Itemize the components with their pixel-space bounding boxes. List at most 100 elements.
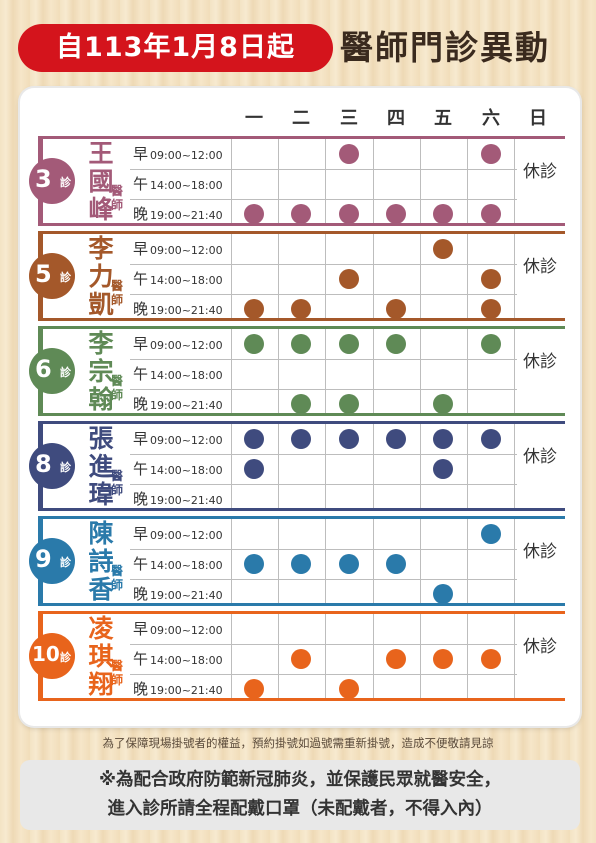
sunday-closed-label: 休診	[523, 637, 557, 657]
grid-column-line	[420, 329, 421, 413]
grid-row-line	[130, 549, 517, 550]
slot-time: 14:00~18:00	[150, 654, 223, 667]
grid-column-line	[278, 139, 279, 223]
doctor-top-border	[38, 136, 565, 139]
grid-column-line	[325, 329, 326, 413]
clinic-session-dot	[433, 649, 453, 669]
weekday-tue: 二	[292, 108, 310, 129]
clinic-session-dot	[481, 144, 501, 164]
time-slot-morning: 早 09:00~12:00	[133, 234, 233, 264]
clinic-session-dot	[244, 299, 264, 319]
grid-column-line	[467, 234, 468, 318]
grid-column-line	[467, 139, 468, 223]
clinic-session-dot	[291, 429, 311, 449]
clinic-session-dot	[244, 334, 264, 354]
clinic-session-dot	[291, 649, 311, 669]
time-slot-afternoon: 午 14:00~18:00	[133, 359, 233, 389]
weekday-thu: 四	[387, 108, 405, 129]
clinic-session-dot	[386, 429, 406, 449]
doctor-name: 張進瑋	[88, 424, 114, 509]
grid-column-line	[231, 614, 232, 698]
doctor-bottom-border	[38, 318, 565, 321]
time-slot-evening: 晚 19:00~21:40	[133, 294, 233, 324]
slot-label: 午	[133, 365, 149, 383]
clinic-session-dot	[291, 554, 311, 574]
slot-label: 晚	[133, 585, 149, 603]
grid-row-line	[130, 169, 517, 170]
time-slot-evening: 晚 19:00~21:40	[133, 579, 233, 609]
room-number: 8	[35, 450, 52, 478]
grid-column-line	[420, 139, 421, 223]
grid-row-line	[130, 579, 517, 580]
grid-row-line	[130, 359, 517, 360]
clinic-session-dot	[481, 524, 501, 544]
clinic-session-dot	[291, 204, 311, 224]
time-slot-afternoon: 午 14:00~18:00	[133, 169, 233, 199]
room-suffix: 診	[60, 366, 71, 379]
clinic-session-dot	[291, 394, 311, 414]
clinic-session-dot	[481, 649, 501, 669]
grid-row-line	[130, 389, 517, 390]
time-slot-evening: 晚 19:00~21:40	[133, 674, 233, 704]
doctor-title: 醫師	[110, 564, 123, 592]
clinic-session-dot	[386, 649, 406, 669]
grid-column-line	[373, 234, 374, 318]
grid-column-line	[373, 139, 374, 223]
room-suffix: 診	[60, 651, 71, 664]
clinic-session-dot	[481, 299, 501, 319]
sunday-closed-label: 休診	[523, 257, 557, 277]
doctor-top-border	[38, 231, 565, 234]
clinic-session-dot	[386, 299, 406, 319]
page-title: 醫師門診異動	[340, 28, 550, 67]
header: 自113年1月8日起 醫師門診異動	[0, 22, 596, 74]
sunday-closed-label: 休診	[523, 542, 557, 562]
doctor-top-border	[38, 516, 565, 519]
grid-column-line	[514, 519, 515, 603]
clinic-session-dot	[339, 204, 359, 224]
slot-label: 晚	[133, 395, 149, 413]
doctor-block: 10 診凌琪翔 醫師早 09:00~12:00 午 14:00~18:00 晚 19:00~2…	[29, 611, 565, 704]
room-number: 5	[35, 260, 52, 288]
slot-time: 19:00~21:40	[150, 304, 223, 317]
doctor-name: 凌琪翔	[88, 614, 114, 699]
grid-row-line	[130, 199, 517, 200]
slot-label: 晚	[133, 490, 149, 508]
time-slot-evening: 晚 19:00~21:40	[133, 484, 233, 514]
clinic-session-dot	[433, 584, 453, 604]
slot-label: 早	[133, 335, 149, 353]
clinic-session-dot	[339, 394, 359, 414]
slot-time: 09:00~12:00	[150, 434, 223, 447]
doctor-name: 王國峰	[88, 139, 114, 224]
slot-label: 午	[133, 555, 149, 573]
slot-label: 早	[133, 240, 149, 258]
grid-column-line	[231, 234, 232, 318]
slot-label: 早	[133, 430, 149, 448]
room-suffix: 診	[60, 271, 71, 284]
clinic-session-dot	[481, 204, 501, 224]
clinic-session-dot	[339, 144, 359, 164]
clinic-session-dot	[244, 459, 264, 479]
grid-column-line	[420, 424, 421, 508]
effective-date-badge: 自113年1月8日起	[18, 24, 333, 72]
grid-row-line	[130, 644, 517, 645]
grid-column-line	[373, 424, 374, 508]
grid-column-line	[514, 329, 515, 413]
doctor-bottom-border	[38, 223, 565, 226]
slot-label: 午	[133, 175, 149, 193]
clinic-session-dot	[386, 204, 406, 224]
doctor-name: 陳詩香	[88, 519, 114, 604]
grid-column-line	[325, 614, 326, 698]
sunday-closed-label: 休診	[523, 162, 557, 182]
grid-column-line	[325, 424, 326, 508]
grid-row-line	[130, 674, 517, 675]
grid-column-line	[420, 519, 421, 603]
time-slot-afternoon: 午 14:00~18:00	[133, 454, 233, 484]
clinic-session-dot	[244, 679, 264, 699]
slot-time: 09:00~12:00	[150, 149, 223, 162]
slot-time: 14:00~18:00	[150, 179, 223, 192]
clinic-session-dot	[339, 429, 359, 449]
weekday-fri: 五	[434, 108, 452, 129]
time-slot-morning: 早 09:00~12:00	[133, 519, 233, 549]
weekday-sun: 日	[529, 108, 547, 129]
